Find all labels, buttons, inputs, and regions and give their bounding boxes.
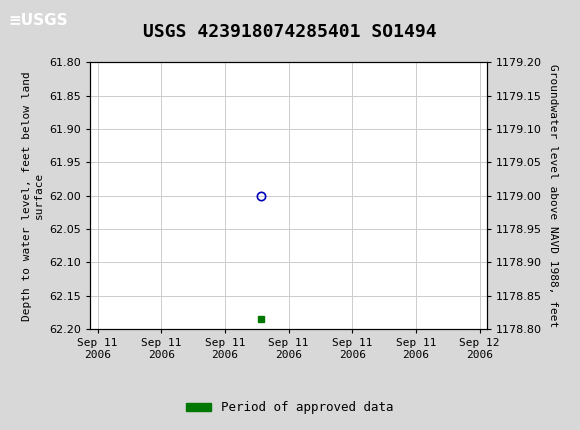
Text: USGS 423918074285401 SO1494: USGS 423918074285401 SO1494 [143,23,437,41]
Text: ≡USGS: ≡USGS [9,13,68,28]
Y-axis label: Groundwater level above NAVD 1988, feet: Groundwater level above NAVD 1988, feet [548,64,558,327]
Y-axis label: Depth to water level, feet below land
surface: Depth to water level, feet below land su… [22,71,44,320]
Legend: Period of approved data: Period of approved data [181,396,399,419]
